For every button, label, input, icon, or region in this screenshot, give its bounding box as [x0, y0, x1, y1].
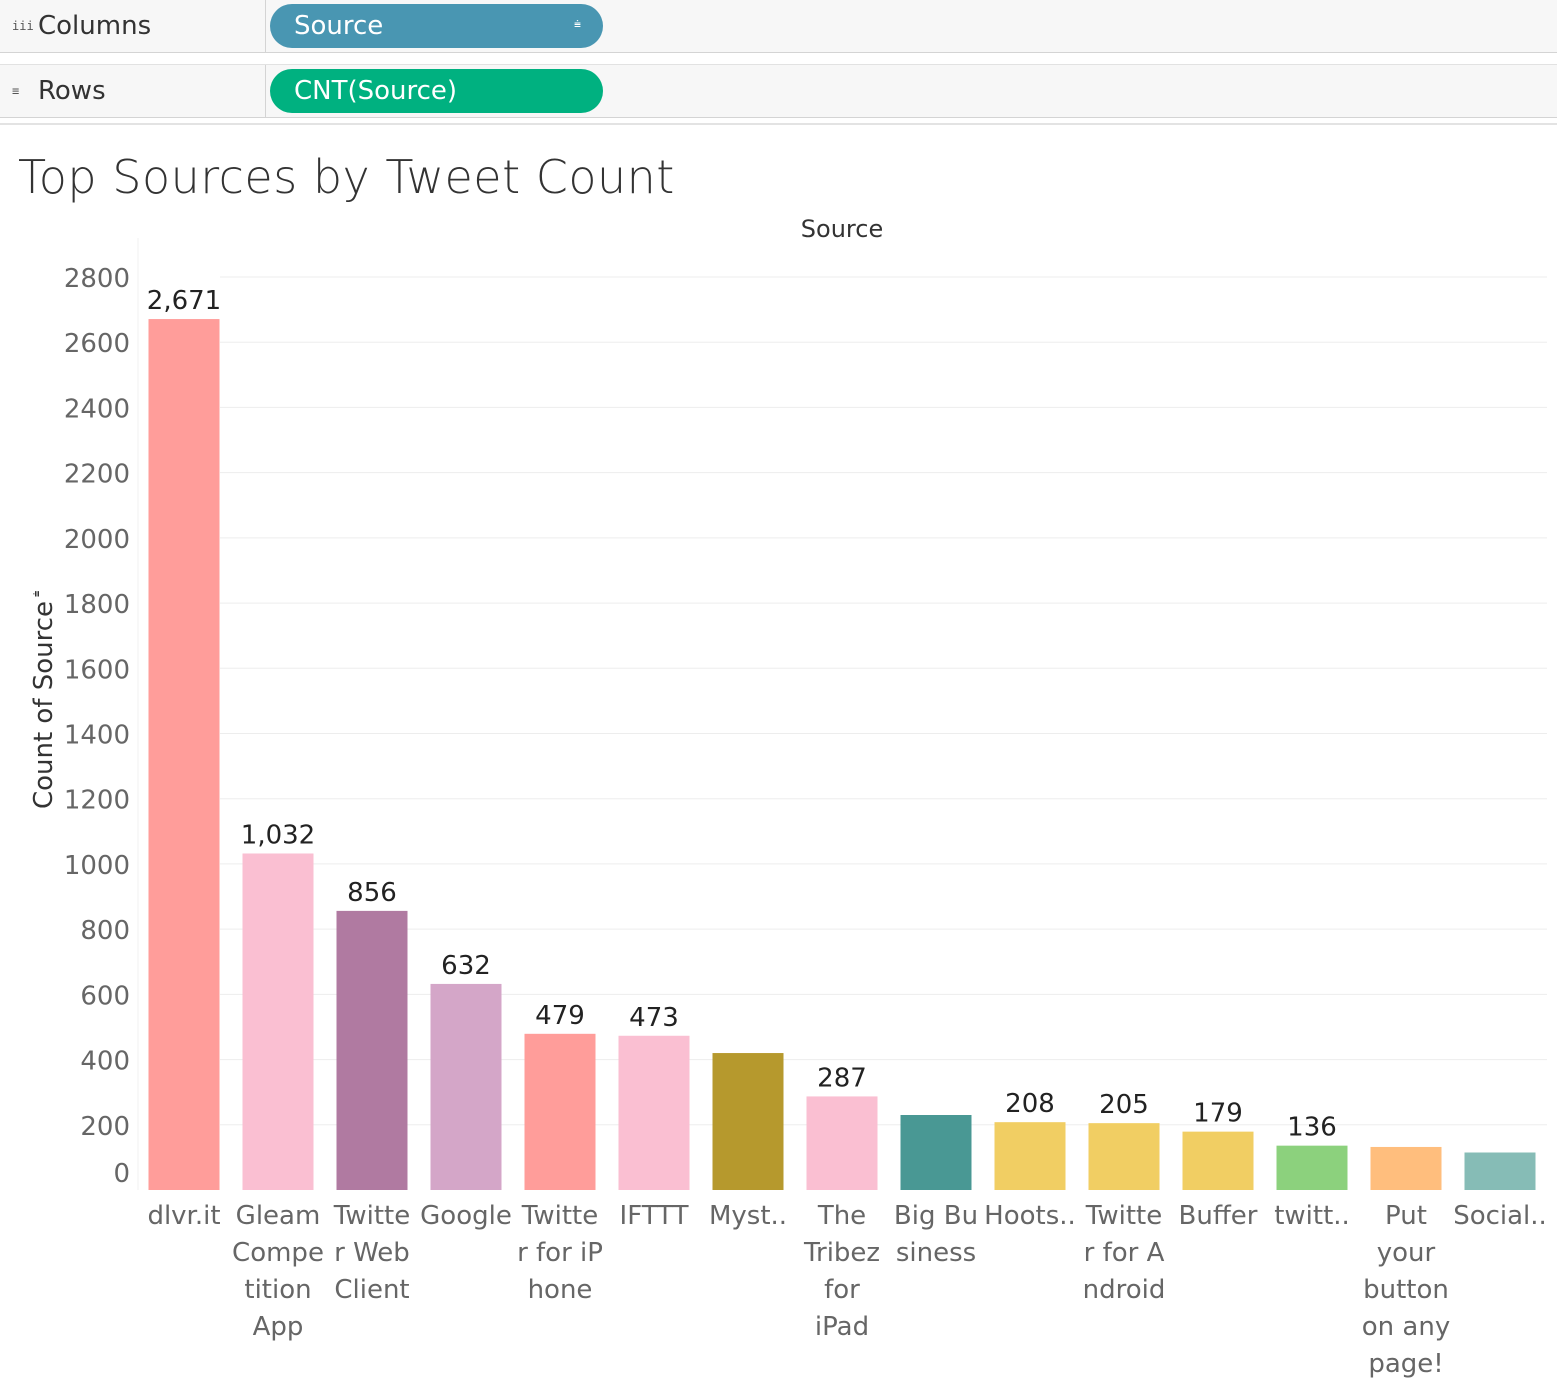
bar[interactable] — [148, 319, 220, 1190]
cnt-source-pill[interactable]: CNT(Source) — [270, 69, 603, 113]
rows-label: Rows — [38, 76, 106, 106]
source-pill-label: Source — [294, 11, 384, 41]
y-tick-label: 2800 — [64, 264, 130, 294]
cnt-source-pill-label: CNT(Source) — [294, 76, 458, 106]
rows-icon: ≡ — [12, 84, 20, 98]
bar[interactable] — [1370, 1146, 1442, 1190]
y-axis-sort-icon[interactable]: ⩧ — [30, 591, 43, 597]
data-label: 473 — [629, 1003, 679, 1033]
bar[interactable] — [618, 1035, 690, 1190]
y-tick-label: 1400 — [64, 721, 130, 751]
bar[interactable] — [1464, 1152, 1536, 1190]
y-tick-label: 0 — [113, 1159, 130, 1189]
bar[interactable] — [242, 853, 314, 1190]
data-label: 208 — [1005, 1089, 1055, 1119]
y-tick-label: 800 — [80, 916, 130, 946]
bar[interactable] — [1182, 1131, 1254, 1190]
y-axis-title: Count of Source — [29, 601, 59, 809]
source-pill[interactable]: Source ⩧ — [270, 4, 603, 48]
bar[interactable] — [1088, 1123, 1160, 1190]
x-tick-label: Gleam Compe tition App — [232, 1201, 324, 1342]
y-tick-label: 1800 — [64, 590, 130, 620]
data-label: 287 — [817, 1063, 867, 1093]
shelf-divider — [0, 123, 1557, 125]
columns-shelf: iii Columns Source ⩧ — [0, 0, 1557, 53]
y-tick-label: 2200 — [64, 460, 130, 490]
sort-icon[interactable]: ⩧ — [573, 17, 581, 31]
x-tick-label: Hoots.. — [984, 1201, 1076, 1231]
data-label: 632 — [441, 951, 491, 981]
x-tick-label: Big Bu siness — [894, 1201, 978, 1268]
data-label: 479 — [535, 1001, 585, 1031]
columns-shelf-label: iii Columns — [0, 0, 266, 52]
columns-label: Columns — [38, 11, 152, 41]
x-tick-label: dlvr.it — [147, 1201, 220, 1231]
y-axis-title-text: Count of Source — [29, 601, 59, 809]
data-label: 1,032 — [241, 820, 315, 850]
bar[interactable] — [994, 1122, 1066, 1190]
data-label: 2,671 — [147, 286, 221, 316]
columns-icon: iii — [12, 19, 34, 33]
data-labels: 2,671 1,032 856 632 479 473 287 208 205 179 136 — [147, 286, 1337, 1143]
y-tick-label: 200 — [80, 1112, 130, 1142]
y-axis: 0 200 400 600 800 1000 1200 1400 1600 1800 2000 220… — [64, 238, 139, 1190]
bar[interactable] — [806, 1096, 878, 1190]
x-tick-label: IFTTT — [620, 1201, 689, 1231]
bar[interactable] — [524, 1033, 596, 1190]
y-tick-label: 1600 — [64, 655, 130, 685]
y-tick-label: 400 — [80, 1047, 130, 1077]
x-tick-label: twitt.. — [1274, 1201, 1350, 1231]
y-tick-label: 1000 — [64, 851, 130, 881]
x-tick-label: Put your button on any page! — [1362, 1201, 1450, 1379]
y-tick-label: 2600 — [64, 329, 130, 359]
x-tick-label: Buffer — [1179, 1201, 1258, 1231]
column-header: Source — [801, 215, 883, 243]
y-tick-label: 2400 — [64, 394, 130, 424]
y-tick-label: 600 — [80, 981, 130, 1011]
x-tick-label: Twitte r for iP hone — [517, 1201, 603, 1305]
x-tick-label: Google — [420, 1201, 512, 1231]
y-tick-label: 1200 — [64, 786, 130, 816]
data-label: 205 — [1099, 1090, 1149, 1120]
x-tick-label: Twitte r Web Client — [333, 1201, 410, 1305]
bar[interactable] — [900, 1115, 972, 1190]
bars — [148, 319, 1536, 1190]
chart-title: Top Sources by Tweet Count — [18, 150, 675, 204]
rows-shelf: ≡ Rows CNT(Source) — [0, 64, 1557, 118]
x-tick-label: Myst.. — [709, 1201, 787, 1231]
rows-shelf-label: ≡ Rows — [0, 65, 266, 117]
gridlines — [220, 276, 1547, 1126]
data-label: 856 — [347, 878, 397, 908]
x-tick-label: The Tribez for iPad — [803, 1201, 880, 1342]
bar[interactable] — [430, 983, 502, 1190]
bar[interactable] — [1276, 1145, 1348, 1190]
data-label: 136 — [1287, 1113, 1337, 1143]
bar[interactable] — [336, 910, 408, 1190]
x-tick-label: Social.. — [1453, 1201, 1547, 1231]
bar[interactable] — [712, 1053, 784, 1190]
data-label: 179 — [1193, 1099, 1243, 1129]
y-tick-label: 2000 — [64, 525, 130, 555]
